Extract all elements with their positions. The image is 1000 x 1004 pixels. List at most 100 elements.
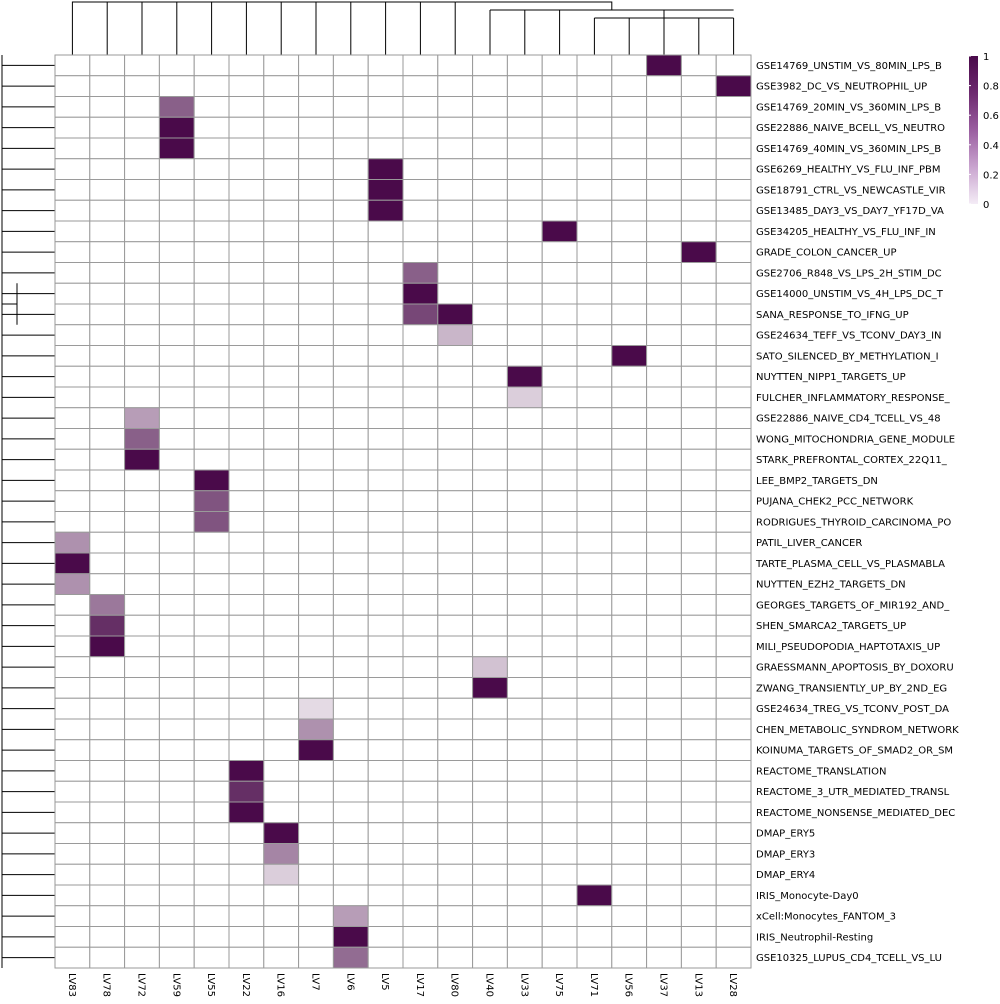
heatmap-cell	[472, 158, 508, 180]
heatmap-cell	[89, 137, 126, 160]
heatmap-cell	[472, 116, 508, 139]
legend-tick-label: 1	[983, 52, 989, 63]
heatmap-cell	[158, 262, 195, 284]
heatmap-cell	[228, 718, 265, 741]
heatmap-cell	[193, 448, 230, 471]
heatmap-cell	[472, 386, 508, 409]
heatmap-cell	[715, 884, 752, 907]
heatmap-cell	[158, 469, 195, 492]
heatmap-cell	[193, 531, 230, 554]
heatmap-cell	[715, 303, 752, 326]
column-labels: LV83 LV78 LV72 LV59 LV55 LV22 LV16 LV7 LV6 LV5 LV1…	[66, 973, 738, 997]
heatmap-cell	[367, 863, 404, 886]
heatmap-cell	[124, 54, 160, 77]
heatmap-cell	[715, 220, 752, 243]
heatmap-cell	[263, 614, 300, 637]
row-label: GSE14769_20MIN_VS_360MIN_LPS_B	[756, 102, 941, 113]
heatmap-cell	[228, 946, 265, 969]
heatmap-cell	[402, 801, 439, 824]
heatmap-cell	[89, 199, 126, 222]
heatmap-cell	[646, 303, 682, 326]
heatmap-cell	[611, 614, 648, 637]
legend-tick-label: 0	[983, 200, 989, 211]
heatmap-cell	[715, 697, 752, 720]
heatmap-cell	[402, 656, 439, 678]
heatmap-cell	[715, 324, 752, 346]
heatmap-cell	[715, 635, 752, 658]
heatmap-cell	[680, 220, 717, 243]
heatmap-cell	[680, 863, 717, 886]
heatmap-cell	[54, 179, 91, 201]
legend-tick-label: 0.4	[983, 141, 999, 152]
heatmap-cell	[89, 822, 126, 844]
legend-tick-label: 0.6	[983, 111, 999, 122]
heatmap-cell	[298, 780, 334, 803]
heatmap-cell	[54, 926, 91, 948]
heatmap-cell	[228, 241, 265, 263]
heatmap-cell	[158, 386, 195, 409]
column-label: LV78	[101, 973, 112, 997]
heatmap-cell	[506, 324, 543, 346]
heatmap-cell	[124, 179, 160, 201]
heatmap-cell	[402, 345, 439, 367]
heatmap-cell	[158, 345, 195, 367]
heatmap-cell	[646, 75, 682, 97]
heatmap-cell	[367, 220, 404, 243]
heatmap-cell	[54, 282, 91, 305]
heatmap-cell	[646, 946, 682, 969]
heatmap-cell	[367, 884, 404, 907]
heatmap-cell	[472, 718, 508, 741]
heatmap-cell	[680, 697, 717, 720]
heatmap-cell	[611, 926, 648, 948]
row-dendrogram	[1, 55, 55, 968]
heatmap-cell	[576, 822, 613, 844]
heatmap-cell	[367, 282, 404, 305]
row-label: MILI_PSEUDOPODIA_HAPTOTAXIS_UP	[756, 642, 940, 653]
heatmap-cell	[193, 863, 230, 886]
heatmap-cell	[506, 386, 543, 409]
column-label: LV72	[136, 973, 147, 997]
row-label: GRAESSMANN_APOPTOSIS_BY_DOXORU	[756, 663, 954, 674]
column-label: LV37	[658, 973, 669, 997]
heatmap-cell	[541, 303, 578, 326]
heatmap-cell	[54, 116, 91, 139]
heatmap-cell	[193, 324, 230, 346]
row-label: SHEN_SMARCA2_TARGETS_UP	[756, 621, 906, 632]
heatmap-cell	[715, 677, 752, 699]
heatmap-cell	[506, 863, 543, 886]
heatmap-cell	[541, 241, 578, 263]
heatmap-cell	[437, 365, 474, 388]
heatmap-cell	[646, 365, 682, 388]
heatmap-cell	[506, 96, 543, 118]
heatmap-cell	[715, 490, 752, 512]
heatmap-cell	[541, 552, 578, 575]
heatmap-cell	[506, 594, 543, 616]
heatmap-cell	[506, 656, 543, 678]
heatmap-cell	[54, 75, 91, 97]
column-label: LV80	[449, 973, 460, 997]
heatmap-cell	[576, 179, 613, 201]
heatmap-cell	[228, 905, 265, 927]
heatmap-cell	[193, 635, 230, 658]
heatmap-cell	[402, 158, 439, 180]
heatmap-cell	[715, 946, 752, 969]
heatmap-cell	[611, 116, 648, 139]
heatmap-cell	[541, 75, 578, 97]
heatmap-cell	[472, 282, 508, 305]
heatmap-cell	[54, 511, 91, 533]
heatmap-cell	[367, 199, 404, 222]
heatmap-cell	[54, 573, 91, 595]
heatmap-cell	[124, 677, 160, 699]
heatmap-cell	[332, 282, 369, 305]
heatmap-cell	[576, 946, 613, 969]
heatmap-cell	[89, 345, 126, 367]
heatmap-cell	[332, 884, 369, 907]
heatmap-cell	[437, 905, 474, 927]
heatmap-cell	[506, 407, 543, 429]
heatmap-cell	[472, 407, 508, 429]
heatmap-cell	[158, 760, 195, 782]
heatmap-cell	[193, 843, 230, 865]
heatmap-cell	[541, 863, 578, 886]
heatmap-cell	[541, 448, 578, 471]
heatmap-cell	[263, 884, 300, 907]
